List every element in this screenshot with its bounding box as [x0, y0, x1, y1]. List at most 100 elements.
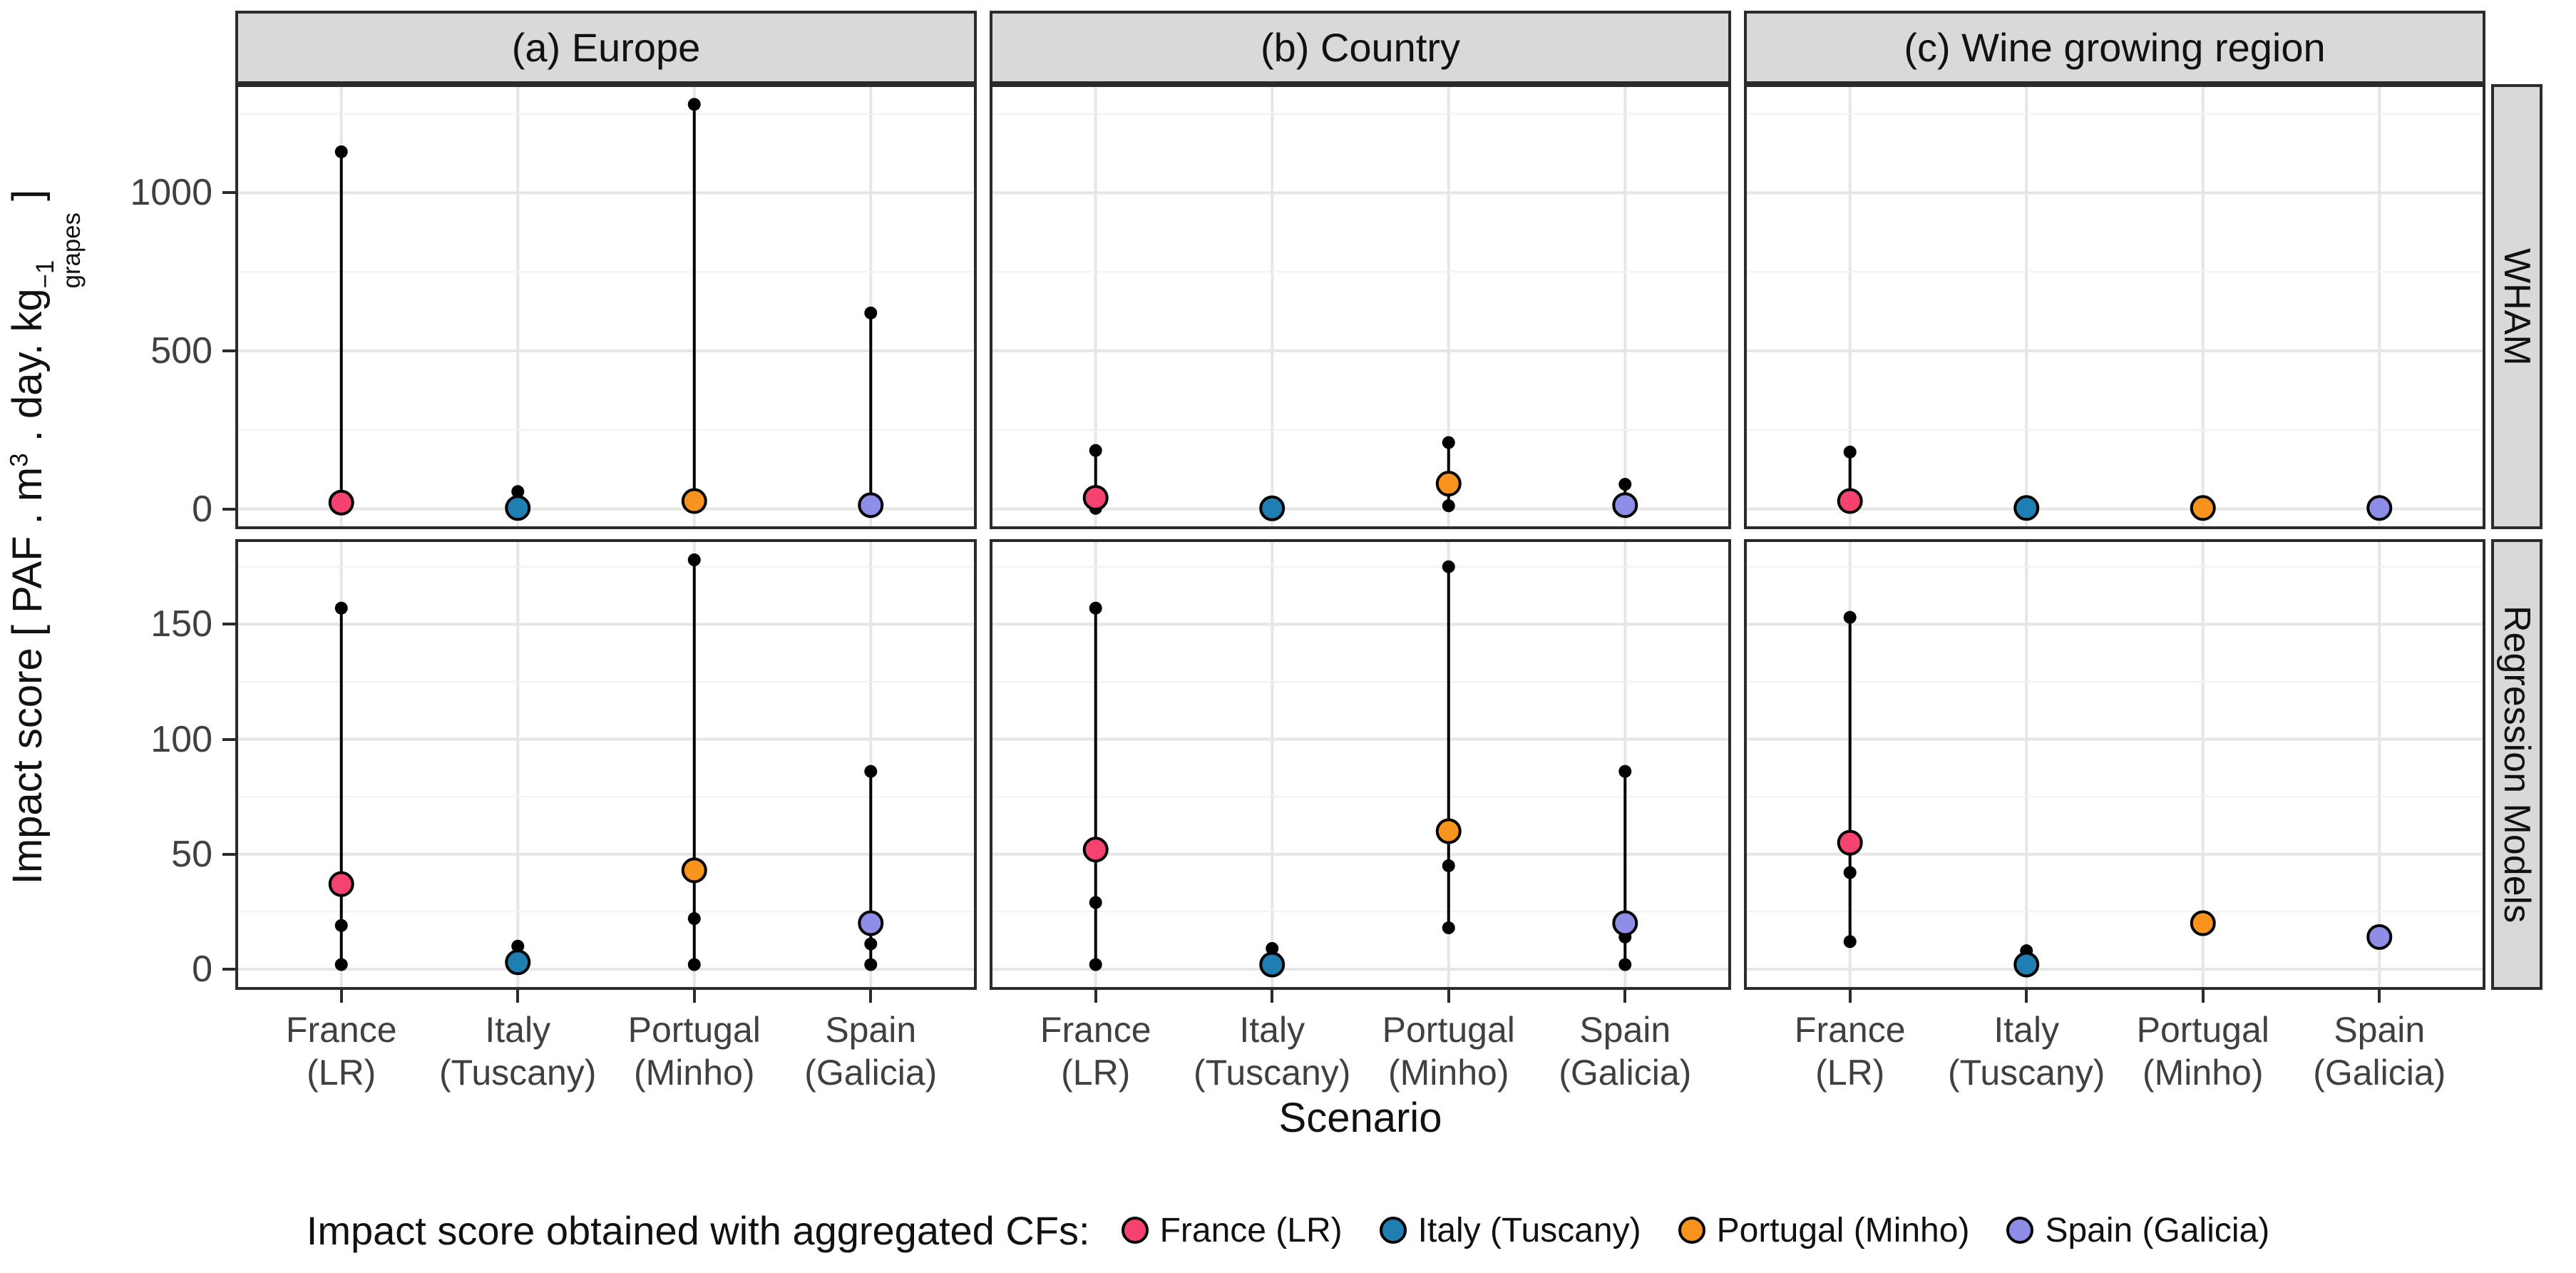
facet-strip-wine-region-label: (c) Wine growing region [1904, 25, 2326, 70]
aggregated-point-france [328, 489, 354, 516]
cf-point [687, 958, 701, 971]
x-tick-label: Portugal (Minho) [2137, 1008, 2269, 1094]
legend-dot-icon [2006, 1217, 2034, 1244]
cf-point [1442, 560, 1455, 573]
cf-point [1843, 935, 1857, 949]
aggregated-point-italy [1259, 495, 1286, 521]
panel-background [990, 84, 1731, 529]
cf-point [1442, 499, 1455, 513]
legend-title: Impact score obtained with aggregated CF… [306, 1207, 1090, 1253]
aggregated-point-spain [2366, 924, 2393, 950]
aggregated-point-italy [1259, 951, 1286, 978]
facet-strip-country: (b) Country [990, 11, 1731, 84]
cf-point [864, 765, 878, 778]
legend-item-label: Spain (Galicia) [2045, 1211, 2270, 1249]
x-tick-label-line1: Portugal [1382, 1010, 1515, 1050]
aggregated-point-portugal [681, 857, 707, 884]
x-axis-tick-mark [516, 990, 520, 1003]
x-tick-label-line2: (Tuscany) [1948, 1053, 2105, 1093]
y-axis-title-sup3: 3 [5, 453, 34, 467]
panel-border [235, 84, 977, 529]
cf-point [1843, 445, 1857, 459]
y-axis-title-prefix: Impact score [ PAF . m [4, 466, 51, 885]
y-axis-title-suffix: ] [4, 189, 51, 213]
cf-point [1089, 958, 1102, 971]
y-axis-tick-mark [222, 349, 235, 353]
panel-wham-col1 [235, 84, 977, 529]
y-tick-label: 1000 [130, 172, 212, 214]
cf-point [1618, 478, 1632, 491]
x-tick-label-line1: Italy [1993, 1010, 2060, 1050]
x-tick-label: Spain (Galicia) [2313, 1008, 2446, 1094]
cf-point [687, 553, 701, 567]
cf-point [1266, 941, 1279, 955]
aggregated-point-france [1082, 837, 1109, 863]
cf-point [1442, 436, 1455, 449]
panel-background [990, 539, 1731, 990]
legend-item-0: France (LR) [1121, 1211, 1343, 1250]
panel-wham-col2 [990, 84, 1731, 529]
aggregated-point-france [1837, 488, 1863, 514]
cf-point [1089, 601, 1102, 615]
x-axis-tick-mark [2025, 990, 2028, 1003]
y-tick-label: 0 [192, 948, 212, 990]
legend-dot-icon [1121, 1217, 1149, 1244]
legend-dot-icon [1379, 1217, 1407, 1244]
legend-items: France (LR) Italy (Tuscany) Portugal (Minh… [1121, 1211, 2269, 1250]
y-tick-label: 50 [171, 833, 212, 875]
legend-dot-icon [1678, 1217, 1705, 1244]
y-axis-tick-mark [222, 191, 235, 195]
x-tick-label-line2: (Tuscany) [1194, 1053, 1351, 1093]
cf-point [334, 958, 348, 971]
aggregated-point-spain [2366, 495, 2393, 521]
panel-regression-col1 [235, 539, 977, 990]
aggregated-point-spain [858, 910, 884, 936]
cf-point [1843, 866, 1857, 879]
panel-background [235, 539, 977, 990]
cf-point [1089, 444, 1102, 457]
cf-point [1442, 859, 1455, 872]
x-tick-label-line2: (Galicia) [804, 1053, 938, 1093]
cf-point [334, 601, 348, 615]
x-tick-label-line1: France [285, 1010, 397, 1050]
x-tick-label: France (LR) [1040, 1008, 1151, 1094]
x-tick-label-line1: France [1794, 1010, 1906, 1050]
x-tick-label-line2: (Tuscany) [439, 1053, 597, 1093]
panel-background [1744, 84, 2485, 529]
x-tick-label: Italy (Tuscany) [1194, 1008, 1350, 1094]
x-axis-tick-mark [1094, 990, 1097, 1003]
cf-point [864, 937, 878, 951]
x-tick-label-line2: (LR) [1815, 1053, 1885, 1093]
x-axis-tick-mark [1623, 990, 1627, 1003]
x-tick-label-line1: Italy [1239, 1010, 1305, 1050]
y-tick-label: 150 [150, 603, 212, 645]
legend-item-2: Portugal (Minho) [1678, 1211, 1969, 1250]
x-tick-label: France (LR) [1795, 1008, 1906, 1094]
x-tick-label-line1: Portugal [627, 1010, 761, 1050]
facet-strip-wham-label: WHAM [2496, 247, 2537, 366]
panel-background [235, 84, 977, 529]
y-tick-label: 0 [192, 488, 212, 530]
cf-point [1442, 921, 1455, 934]
legend-item-1: Italy (Tuscany) [1379, 1211, 1641, 1250]
panel-border [990, 539, 1731, 990]
x-axis-tick-mark [692, 990, 696, 1003]
x-tick-label-line2: (Minho) [1388, 1053, 1509, 1093]
cf-point [1618, 765, 1632, 778]
panel-regression-col3 [1744, 539, 2485, 990]
aggregated-point-italy [2013, 951, 2040, 978]
x-axis-tick-mark [2201, 990, 2205, 1003]
legend-item-3: Spain (Galicia) [2006, 1211, 2269, 1250]
panel-border [235, 539, 977, 990]
x-axis-tick-mark [869, 990, 873, 1003]
x-tick-label: Portugal (Minho) [628, 1008, 761, 1094]
x-axis-title: Scenario [1278, 1095, 1442, 1141]
y-tick-label: 500 [150, 330, 212, 372]
aggregated-point-france [1837, 829, 1863, 856]
panel-border [1744, 539, 2485, 990]
x-tick-label: Spain (Galicia) [804, 1008, 937, 1094]
y-axis-tick-mark [222, 507, 235, 511]
x-tick-label-line2: (Minho) [2143, 1053, 2264, 1093]
cf-point [1618, 958, 1632, 971]
